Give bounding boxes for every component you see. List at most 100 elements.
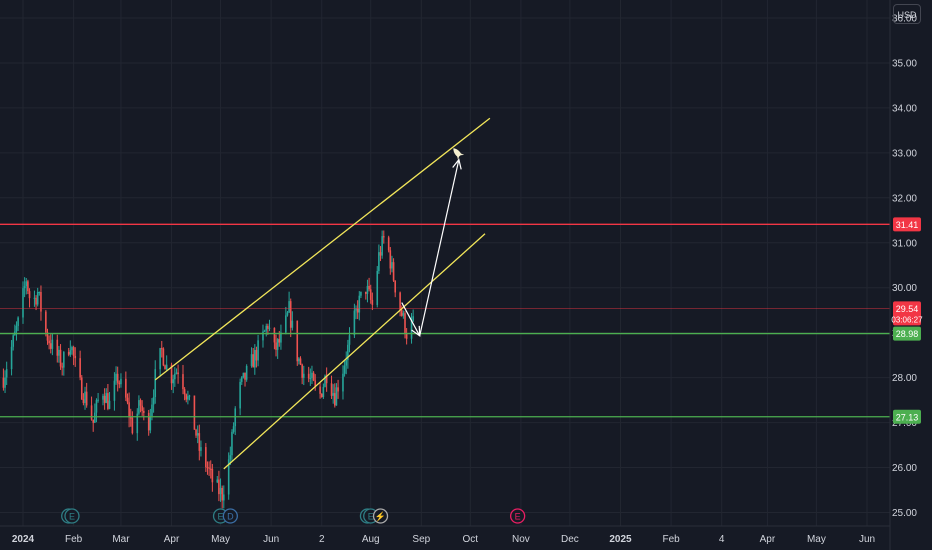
candle-body <box>394 280 397 293</box>
candle-body <box>80 377 83 400</box>
event-marker[interactable]: E <box>64 508 80 524</box>
candle-body <box>221 487 223 501</box>
candle-body <box>343 365 346 374</box>
event-marker[interactable]: D <box>222 508 238 524</box>
candle-body <box>342 373 344 392</box>
candle-body <box>285 315 287 333</box>
channel-upper-trendline[interactable] <box>154 117 491 381</box>
event-markers[interactable]: DEEDDE⚡E <box>61 508 526 524</box>
arrow-up[interactable] <box>419 158 462 336</box>
candle-body <box>219 487 222 495</box>
candle-body <box>405 334 408 339</box>
candle-body <box>175 372 178 374</box>
y-tick-label: 34.00 <box>892 103 917 114</box>
resistance-tag-text: 31.41 <box>896 220 919 230</box>
candle-body <box>404 313 406 335</box>
candle-body <box>208 467 210 469</box>
event-marker[interactable]: E <box>509 508 526 524</box>
event-badge <box>372 508 389 524</box>
event-marker[interactable]: ⚡ <box>372 508 389 524</box>
channel-lower-trendline[interactable] <box>223 233 486 470</box>
y-tick-label: 30.00 <box>892 283 917 294</box>
candle-body <box>40 292 42 312</box>
y-tick-label: 35.00 <box>892 58 917 69</box>
support-lower-tag: 27.13 <box>893 409 921 424</box>
candle-body <box>273 327 276 343</box>
candle-body <box>15 325 18 332</box>
candle-body <box>275 342 277 350</box>
support-lower-tag-box <box>893 409 921 424</box>
time-axis[interactable]: 2024 Feb Mar Apr May Jun 2 Aug Sep Oct Nov Dec 2025 F… <box>12 534 875 545</box>
x-tick-label: May <box>807 534 826 545</box>
candle-body <box>332 393 334 396</box>
candle-body <box>400 310 403 316</box>
candle-body <box>17 317 19 326</box>
candle-body <box>149 416 152 431</box>
candle-body <box>314 380 317 387</box>
drawings[interactable] <box>0 117 890 470</box>
candle-body <box>63 352 65 368</box>
candle-body <box>268 327 271 329</box>
rocket-icon[interactable] <box>450 146 465 161</box>
candle-body <box>131 417 134 434</box>
x-tick-label: Nov <box>512 534 530 545</box>
event-badge <box>64 508 80 524</box>
price-axis[interactable]: 25.0026.0027.0028.0029.0030.0031.0032.00… <box>889 0 932 550</box>
y-tick-label: 28.00 <box>892 373 917 384</box>
candle-body <box>152 397 155 405</box>
candle-body <box>312 372 315 381</box>
candle-body <box>147 412 150 431</box>
candle-body <box>320 393 323 397</box>
candle-body <box>391 262 393 269</box>
last-price-box <box>893 301 921 326</box>
candle-body <box>103 395 106 403</box>
candle-body <box>371 299 374 305</box>
support-lower-tag-text: 27.13 <box>896 412 919 422</box>
candle-body <box>38 292 41 294</box>
candle-body <box>61 366 63 368</box>
rocket-fins <box>456 153 465 161</box>
support-upper-tag-box <box>893 326 921 341</box>
candle-body <box>28 291 31 299</box>
candle-body <box>369 289 372 300</box>
x-tick-label: Dec <box>561 534 579 545</box>
candle-body <box>307 373 310 379</box>
event-badge <box>509 508 526 524</box>
candle-body <box>324 375 326 387</box>
candle-body <box>170 364 173 384</box>
price-axis-bg <box>890 0 932 550</box>
candle-body <box>399 292 401 311</box>
candle-body <box>33 297 36 299</box>
candle-body <box>69 350 72 355</box>
candle-body <box>298 358 300 362</box>
currency-button[interactable]: USD <box>893 4 921 24</box>
candle-body <box>195 429 197 436</box>
event-letter: E <box>515 512 521 522</box>
candle-body <box>211 468 214 483</box>
candle-body <box>25 281 28 287</box>
candle-body <box>209 468 212 470</box>
candle-body <box>379 252 382 256</box>
candle-body <box>35 297 37 305</box>
candle-body <box>368 285 370 290</box>
candle-body <box>113 380 116 401</box>
support-upper-tag-text: 28.98 <box>896 329 919 339</box>
candle-body <box>378 252 380 271</box>
candle-body <box>107 393 109 409</box>
candle-body <box>265 325 268 331</box>
rocket-body <box>453 148 462 158</box>
candle-body <box>250 354 253 366</box>
candle-body <box>216 479 219 483</box>
candle-body <box>177 372 179 375</box>
candle-body <box>90 405 93 420</box>
candle-body <box>348 335 351 345</box>
arrow-up-head <box>452 158 462 170</box>
candle-body <box>257 340 259 361</box>
x-tick-label: Jun <box>859 534 875 545</box>
candle-body <box>196 433 199 436</box>
candle-body <box>205 447 207 468</box>
candle-body <box>355 308 357 311</box>
x-tick-label: Mar <box>112 534 130 545</box>
candle-body <box>128 402 130 418</box>
